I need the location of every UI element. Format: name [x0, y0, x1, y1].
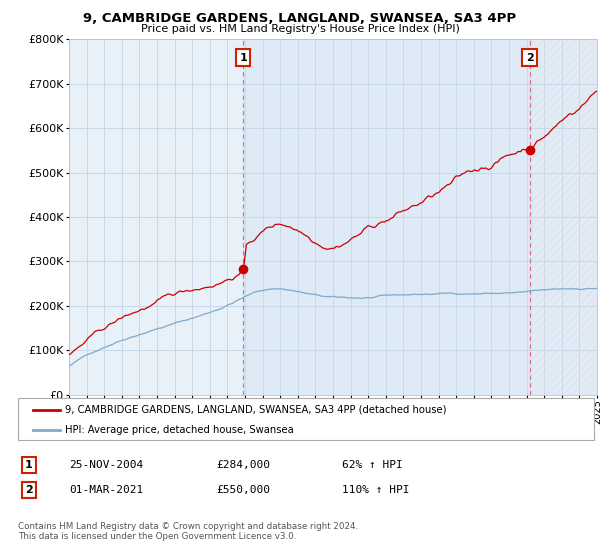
Bar — [530, 39, 597, 395]
Text: HPI: Average price, detached house, Swansea: HPI: Average price, detached house, Swan… — [65, 425, 293, 435]
Text: 2: 2 — [25, 485, 32, 495]
Text: 110% ↑ HPI: 110% ↑ HPI — [342, 485, 409, 495]
Bar — [530, 39, 597, 395]
Text: 1: 1 — [239, 53, 247, 63]
Text: £550,000: £550,000 — [216, 485, 270, 495]
Text: 01-MAR-2021: 01-MAR-2021 — [69, 485, 143, 495]
Text: 62% ↑ HPI: 62% ↑ HPI — [342, 460, 403, 470]
Text: 9, CAMBRIDGE GARDENS, LANGLAND, SWANSEA, SA3 4PP: 9, CAMBRIDGE GARDENS, LANGLAND, SWANSEA,… — [83, 12, 517, 25]
Bar — [243, 39, 530, 395]
Text: Price paid vs. HM Land Registry's House Price Index (HPI): Price paid vs. HM Land Registry's House … — [140, 24, 460, 34]
Text: £284,000: £284,000 — [216, 460, 270, 470]
Text: 9, CAMBRIDGE GARDENS, LANGLAND, SWANSEA, SA3 4PP (detached house): 9, CAMBRIDGE GARDENS, LANGLAND, SWANSEA,… — [65, 405, 446, 415]
Text: 25-NOV-2004: 25-NOV-2004 — [69, 460, 143, 470]
Text: 1: 1 — [25, 460, 32, 470]
Text: 2: 2 — [526, 53, 533, 63]
Text: Contains HM Land Registry data © Crown copyright and database right 2024.
This d: Contains HM Land Registry data © Crown c… — [18, 522, 358, 542]
